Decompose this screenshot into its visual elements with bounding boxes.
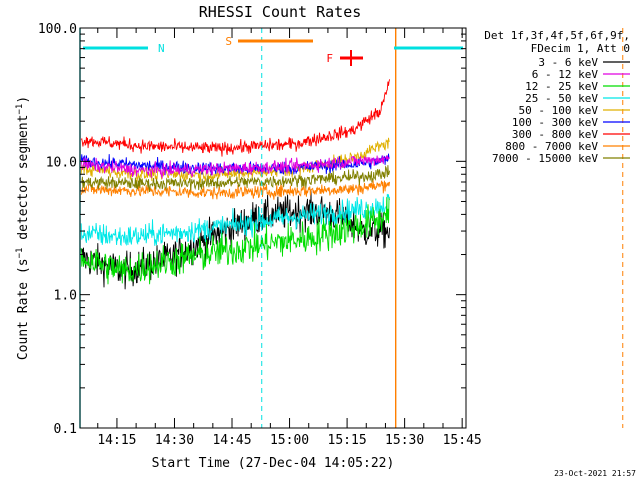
y-axis-label-sup2: −1 bbox=[15, 104, 25, 115]
legend-entry-label: 6 - 12 keV bbox=[532, 68, 599, 81]
series-300-800-kev-before-gap bbox=[80, 79, 391, 157]
y-tick-label: 0.1 bbox=[54, 422, 77, 437]
y-tick-label: 10.0 bbox=[46, 155, 77, 170]
legend-entry-label: 25 - 50 keV bbox=[525, 92, 598, 105]
legend-entry-label: 12 - 25 keV bbox=[525, 80, 598, 93]
x-tick-label: 14:30 bbox=[155, 433, 194, 448]
x-tick-label: 14:45 bbox=[212, 433, 251, 448]
y-axis-label-suffix: ) bbox=[16, 96, 31, 104]
series-12-25-kev-before-gap bbox=[80, 197, 390, 285]
y-axis-label-sup1: −1 bbox=[15, 248, 25, 259]
annotation-f-label: F bbox=[326, 52, 333, 65]
legend-entry-label: 100 - 300 keV bbox=[512, 116, 598, 129]
legend-entry-label: 800 - 7000 keV bbox=[505, 140, 598, 153]
generation-timestamp: 23-Oct-2021 21:57 bbox=[554, 469, 636, 478]
x-axis: 14:15 14:30 14:45 15:00 15:15 15:30 15:45 bbox=[97, 28, 482, 448]
legend-entry-label: 7000 - 15000 keV bbox=[492, 152, 598, 165]
x-tick-label: 14:15 bbox=[97, 433, 136, 448]
series-6-12-kev-before-gap bbox=[80, 155, 390, 180]
x-tick-label: 15:00 bbox=[270, 433, 309, 448]
annotation-n-label: N bbox=[158, 42, 165, 55]
y-tick-label: 1.0 bbox=[54, 289, 77, 304]
y-axis-label: Count Rate (s−1 detector segment−1) bbox=[15, 96, 31, 360]
annotation-s-label: S bbox=[225, 35, 232, 48]
legend-header-line-2: FDecim 1, Att 0 bbox=[531, 42, 630, 55]
legend-entry-label: 300 - 800 keV bbox=[512, 128, 598, 141]
series-25-50-kev-before-gap bbox=[80, 193, 391, 247]
series-800-7000-kev-before-gap bbox=[80, 180, 391, 200]
x-axis-label: Start Time (27-Dec-04 14:05:22) bbox=[152, 456, 395, 471]
legend: Det 1f,3f,4f,5f,6f,9f, FDecim 1, Att 0 3… bbox=[484, 29, 630, 165]
x-tick-label: 15:45 bbox=[443, 433, 482, 448]
series-7000-15000-kev-before-gap bbox=[80, 165, 391, 193]
chart-title: RHESSI Count Rates bbox=[199, 3, 362, 21]
legend-entry-label: 3 - 6 keV bbox=[538, 56, 598, 69]
y-axis: 0.1 1.0 10.0 100.0 bbox=[38, 22, 466, 437]
y-tick-label: 100.0 bbox=[38, 22, 77, 37]
legend-header-line-1: Det 1f,3f,4f,5f,6f,9f, bbox=[484, 29, 630, 42]
plot-frame bbox=[79, 27, 467, 429]
x-tick-label: 15:30 bbox=[385, 433, 424, 448]
x-tick-label: 15:15 bbox=[328, 433, 367, 448]
y-axis-label-prefix: Count Rate (s bbox=[16, 258, 31, 360]
y-axis-label-middle: detector segment bbox=[16, 115, 31, 248]
annotation-layer: N S F bbox=[83, 35, 463, 66]
legend-entry-label: 50 - 100 keV bbox=[519, 104, 599, 117]
